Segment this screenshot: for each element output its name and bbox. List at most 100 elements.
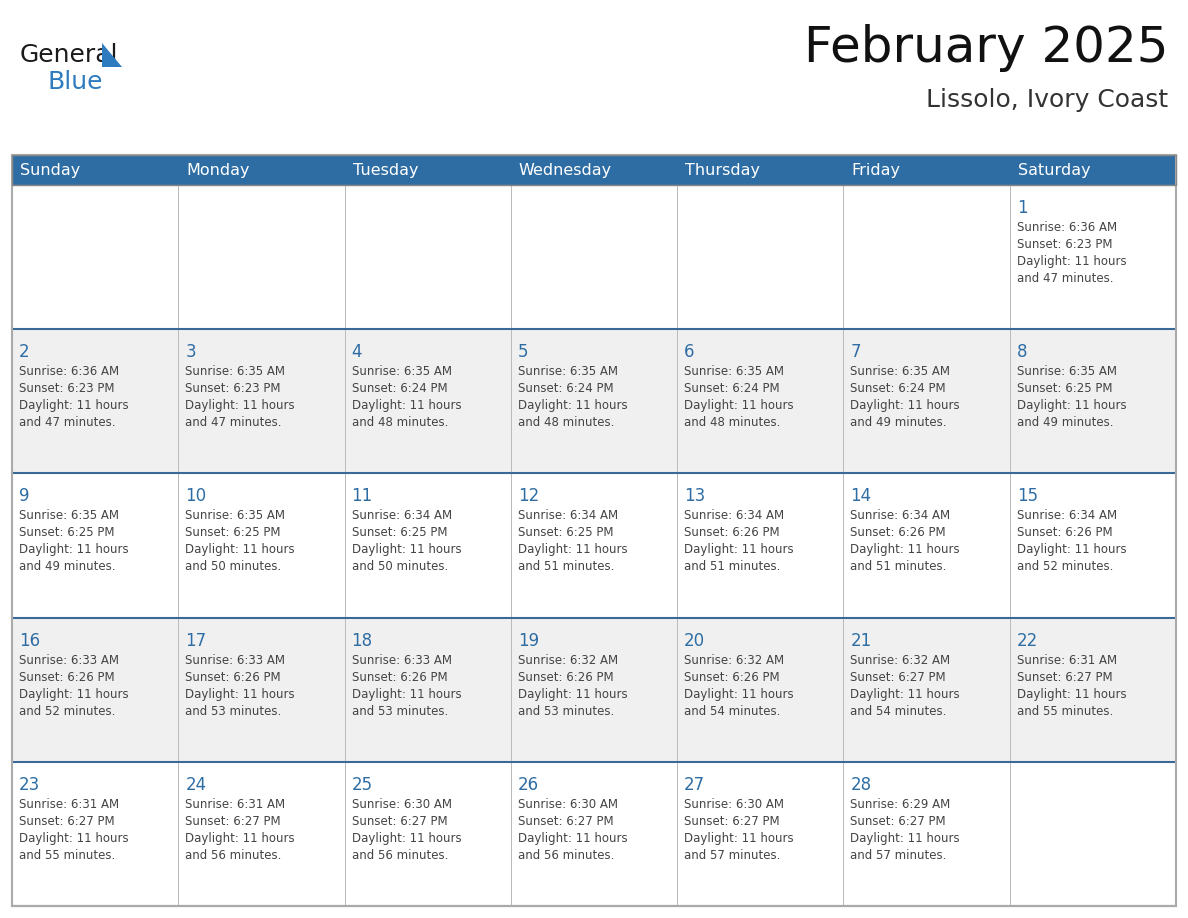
Text: Sunset: 6:24 PM: Sunset: 6:24 PM [518,382,613,396]
Bar [511,474,677,618]
Text: Sunset: 6:26 PM: Sunset: 6:26 PM [684,671,779,684]
Text: Sunrise: 6:30 AM: Sunrise: 6:30 AM [684,798,784,811]
Text: and 51 minutes.: and 51 minutes. [684,560,781,574]
Text: and 53 minutes.: and 53 minutes. [352,705,448,718]
Text: Sunset: 6:23 PM: Sunset: 6:23 PM [185,382,280,396]
Text: Sunrise: 6:35 AM: Sunrise: 6:35 AM [851,365,950,378]
Bar [12,155,178,185]
Bar [12,185,178,330]
Bar [511,618,677,762]
Text: Daylight: 11 hours: Daylight: 11 hours [19,399,128,412]
Text: and 49 minutes.: and 49 minutes. [1017,416,1113,430]
Text: 9: 9 [19,487,30,506]
Bar [345,155,511,185]
Text: Sunset: 6:24 PM: Sunset: 6:24 PM [352,382,447,396]
Bar [1010,185,1176,330]
Text: and 50 minutes.: and 50 minutes. [185,560,282,574]
Text: Monday: Monday [187,162,249,177]
Text: Sunrise: 6:36 AM: Sunrise: 6:36 AM [1017,221,1117,234]
Text: 15: 15 [1017,487,1038,506]
Text: Sunset: 6:26 PM: Sunset: 6:26 PM [185,671,280,684]
Bar [1010,330,1176,474]
Text: Sunset: 6:23 PM: Sunset: 6:23 PM [19,382,114,396]
Text: Sunset: 6:26 PM: Sunset: 6:26 PM [518,671,613,684]
Text: Daylight: 11 hours: Daylight: 11 hours [352,399,461,412]
Text: Sunrise: 6:35 AM: Sunrise: 6:35 AM [185,509,285,522]
Text: Sunrise: 6:30 AM: Sunrise: 6:30 AM [518,798,618,811]
Bar [178,762,345,906]
Text: Daylight: 11 hours: Daylight: 11 hours [1017,255,1126,268]
Text: and 56 minutes.: and 56 minutes. [185,849,282,862]
Text: Daylight: 11 hours: Daylight: 11 hours [19,543,128,556]
Bar [677,618,843,762]
Text: Sunset: 6:25 PM: Sunset: 6:25 PM [19,526,114,540]
Text: Sunrise: 6:29 AM: Sunrise: 6:29 AM [851,798,950,811]
Text: Daylight: 11 hours: Daylight: 11 hours [851,688,960,700]
Text: Daylight: 11 hours: Daylight: 11 hours [851,399,960,412]
Bar [843,155,1010,185]
Text: Daylight: 11 hours: Daylight: 11 hours [684,399,794,412]
Text: Daylight: 11 hours: Daylight: 11 hours [518,688,627,700]
Bar [677,155,843,185]
Text: Sunset: 6:24 PM: Sunset: 6:24 PM [684,382,779,396]
Bar [511,330,677,474]
Text: and 52 minutes.: and 52 minutes. [19,705,115,718]
Text: Sunset: 6:26 PM: Sunset: 6:26 PM [19,671,114,684]
Text: Sunset: 6:25 PM: Sunset: 6:25 PM [1017,382,1112,396]
Text: 26: 26 [518,776,539,794]
Bar [511,155,677,185]
Text: Sunrise: 6:31 AM: Sunrise: 6:31 AM [1017,654,1117,666]
Bar [12,762,178,906]
Text: 13: 13 [684,487,706,506]
Text: Sunrise: 6:35 AM: Sunrise: 6:35 AM [1017,365,1117,378]
Text: Daylight: 11 hours: Daylight: 11 hours [352,832,461,845]
Bar [843,762,1010,906]
Text: 2: 2 [19,343,30,361]
Text: 22: 22 [1017,632,1038,650]
Text: and 54 minutes.: and 54 minutes. [684,705,781,718]
Text: Sunrise: 6:36 AM: Sunrise: 6:36 AM [19,365,119,378]
Text: Daylight: 11 hours: Daylight: 11 hours [684,688,794,700]
Bar [1010,474,1176,618]
Bar [677,330,843,474]
Text: and 53 minutes.: and 53 minutes. [518,705,614,718]
Text: and 57 minutes.: and 57 minutes. [684,849,781,862]
Text: 10: 10 [185,487,207,506]
Text: 8: 8 [1017,343,1028,361]
Text: Sunset: 6:25 PM: Sunset: 6:25 PM [352,526,447,540]
Text: 17: 17 [185,632,207,650]
Text: Sunset: 6:24 PM: Sunset: 6:24 PM [851,382,946,396]
Text: and 57 minutes.: and 57 minutes. [851,849,947,862]
Text: Sunset: 6:26 PM: Sunset: 6:26 PM [684,526,779,540]
Text: 21: 21 [851,632,872,650]
Text: Thursday: Thursday [685,162,760,177]
Text: and 50 minutes.: and 50 minutes. [352,560,448,574]
Text: Daylight: 11 hours: Daylight: 11 hours [518,543,627,556]
Text: Sunrise: 6:33 AM: Sunrise: 6:33 AM [352,654,451,666]
Bar [1010,762,1176,906]
Text: Daylight: 11 hours: Daylight: 11 hours [352,543,461,556]
Bar [511,185,677,330]
Text: Daylight: 11 hours: Daylight: 11 hours [185,399,295,412]
Text: Daylight: 11 hours: Daylight: 11 hours [851,832,960,845]
Text: Sunrise: 6:33 AM: Sunrise: 6:33 AM [185,654,285,666]
Text: Sunrise: 6:31 AM: Sunrise: 6:31 AM [185,798,285,811]
Bar [677,185,843,330]
Text: Daylight: 11 hours: Daylight: 11 hours [185,832,295,845]
Text: Sunrise: 6:31 AM: Sunrise: 6:31 AM [19,798,119,811]
Text: and 47 minutes.: and 47 minutes. [185,416,282,430]
Bar [178,618,345,762]
Text: Blue: Blue [48,70,103,94]
Text: Daylight: 11 hours: Daylight: 11 hours [185,688,295,700]
Text: Sunrise: 6:32 AM: Sunrise: 6:32 AM [684,654,784,666]
Bar [178,155,345,185]
Text: Daylight: 11 hours: Daylight: 11 hours [1017,688,1126,700]
Text: Sunrise: 6:34 AM: Sunrise: 6:34 AM [518,509,618,522]
Text: and 48 minutes.: and 48 minutes. [352,416,448,430]
Text: and 48 minutes.: and 48 minutes. [518,416,614,430]
Text: 25: 25 [352,776,373,794]
Text: and 49 minutes.: and 49 minutes. [851,416,947,430]
Text: Sunset: 6:27 PM: Sunset: 6:27 PM [19,815,114,828]
Text: Sunrise: 6:30 AM: Sunrise: 6:30 AM [352,798,451,811]
Text: and 55 minutes.: and 55 minutes. [1017,705,1113,718]
